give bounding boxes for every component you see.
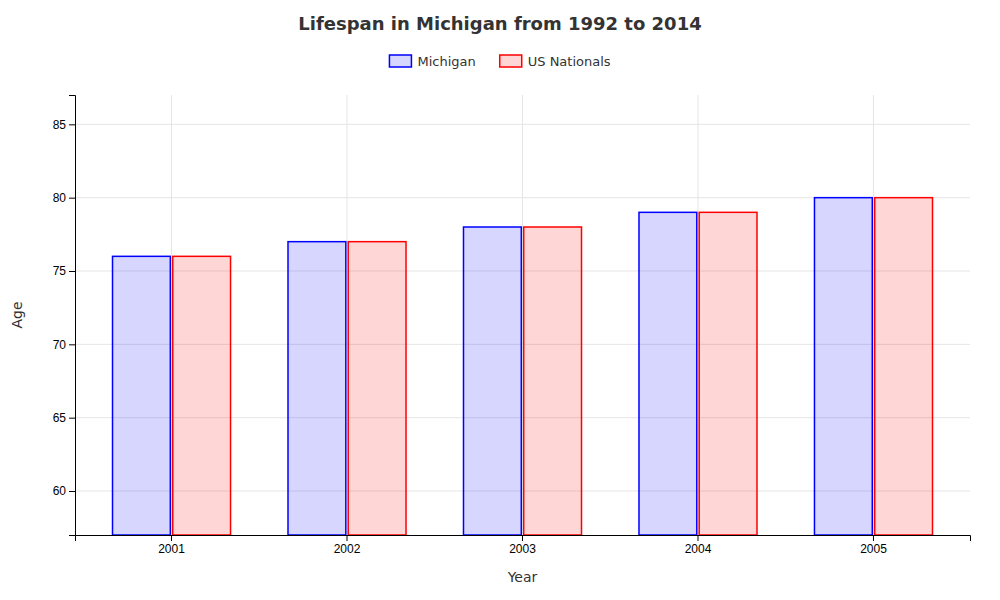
bar xyxy=(348,242,406,535)
y-tick: 60 xyxy=(53,484,75,498)
legend-item: Michigan xyxy=(389,54,475,69)
y-tick-label: 70 xyxy=(53,338,67,352)
legend-label: US Nationals xyxy=(528,54,611,69)
x-tick-label: 2005 xyxy=(860,542,887,556)
y-tick: 85 xyxy=(53,118,75,132)
x-grid-line xyxy=(171,95,172,535)
y-tick: 70 xyxy=(53,338,75,352)
title: Lifespan in Michigan from 1992 to 2014 xyxy=(298,13,701,34)
x-tick-label: 2003 xyxy=(509,542,536,556)
x-axis-title: Year xyxy=(507,569,538,585)
chart: 2001 2002 2003 2004 2005 60 65 70 75 80 85 Year Age L… xyxy=(0,0,1000,600)
y-axis-line xyxy=(69,96,76,536)
plot: 2001 2002 2003 2004 2005 60 65 70 75 80 85 xyxy=(53,95,971,556)
x-grid-line xyxy=(697,95,698,535)
y-tick-label: 65 xyxy=(53,411,67,425)
y-tick: 75 xyxy=(53,264,75,278)
y-tick-mark xyxy=(69,198,75,199)
y-axis: 60 65 70 75 80 85 xyxy=(53,96,76,536)
y-tick-label: 85 xyxy=(53,118,67,132)
x-tick-label: 2001 xyxy=(158,542,185,556)
bar xyxy=(639,212,697,535)
bar-series xyxy=(173,198,933,535)
x-axis-line xyxy=(76,536,971,542)
bar xyxy=(524,227,582,535)
x-tick: 2004 xyxy=(685,535,712,556)
y-tick-mark xyxy=(69,418,75,419)
y-tick: 65 xyxy=(53,411,75,425)
x-axis: 2001 2002 2003 2004 2005 xyxy=(76,535,971,556)
chart-container: 2001 2002 2003 2004 2005 60 65 70 75 80 85 Year Age L… xyxy=(0,0,1000,600)
y-tick-mark xyxy=(69,491,75,492)
y-tick-label: 60 xyxy=(53,484,67,498)
bar xyxy=(463,227,521,535)
x-tick: 2003 xyxy=(509,535,536,556)
legend: Michigan US Nationals xyxy=(389,54,610,69)
x-grid-line xyxy=(873,95,874,535)
legend-swatch xyxy=(500,55,522,67)
x-tick-label: 2004 xyxy=(685,542,712,556)
bars xyxy=(113,198,933,535)
bar xyxy=(113,256,171,535)
legend-swatch xyxy=(389,55,411,67)
x-tick: 2005 xyxy=(860,535,887,556)
x-tick-mark xyxy=(873,535,874,541)
y-tick-label: 80 xyxy=(53,191,67,205)
x-tick: 2001 xyxy=(158,535,185,556)
bar xyxy=(173,256,231,535)
legend-label: Michigan xyxy=(417,54,475,69)
bar xyxy=(875,198,933,535)
legend-item: US Nationals xyxy=(500,54,611,69)
x-tick-mark xyxy=(347,535,348,541)
x-tick-label: 2002 xyxy=(334,542,361,556)
y-tick: 80 xyxy=(53,191,75,205)
x-tick-mark xyxy=(522,535,523,541)
bar xyxy=(814,198,872,535)
y-tick-label: 75 xyxy=(53,264,67,278)
x-tick-mark xyxy=(697,535,698,541)
bar xyxy=(699,212,757,535)
x-tick-mark xyxy=(171,535,172,541)
bar-series xyxy=(113,198,873,535)
grid xyxy=(75,95,970,535)
y-tick-mark xyxy=(69,124,75,125)
x-tick: 2002 xyxy=(334,535,361,556)
bar xyxy=(288,242,346,535)
x-grid-line xyxy=(522,95,523,535)
y-tick-mark xyxy=(69,271,75,272)
y-axis-title: Age xyxy=(9,301,25,328)
y-tick-mark xyxy=(69,344,75,345)
x-grid-line xyxy=(347,95,348,535)
